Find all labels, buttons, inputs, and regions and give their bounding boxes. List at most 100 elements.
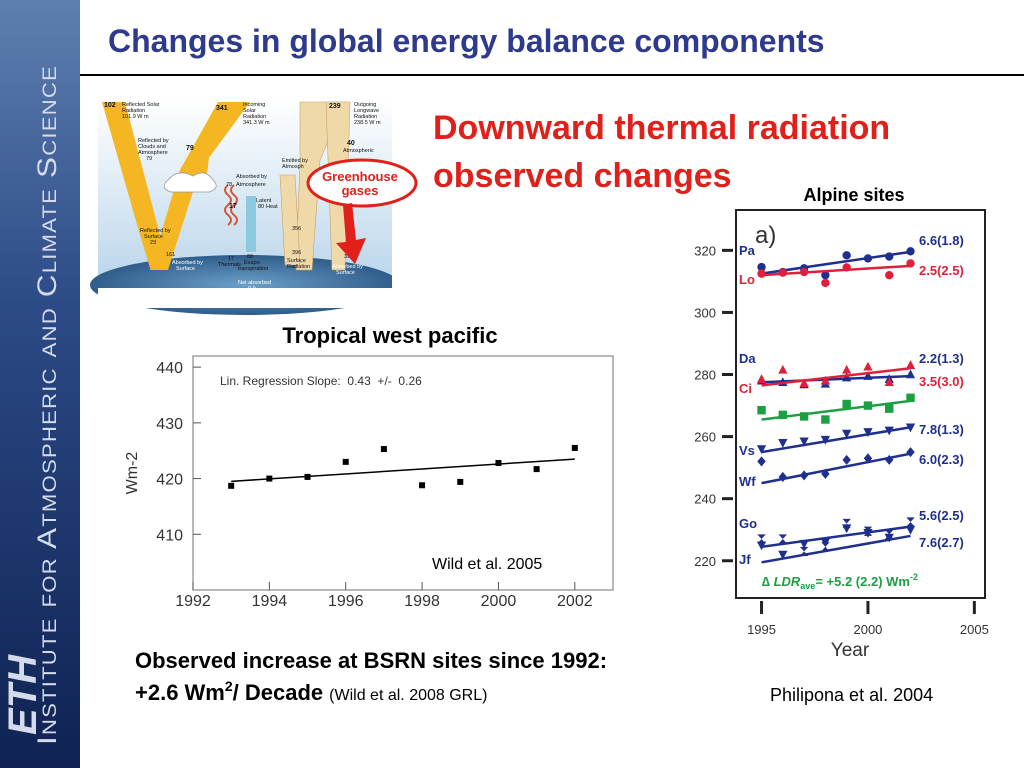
label: 341 [216,105,228,112]
summary-value: +2.6 Wm [135,680,225,705]
point [799,437,809,447]
label: 79 [186,145,194,152]
callout-text: Greenhouse [322,169,398,184]
point [756,374,767,383]
y-tick-label: 220 [694,554,716,569]
point [906,259,915,268]
point [380,446,387,453]
point [863,529,873,538]
point [863,361,873,371]
series-note: 5.6(2.5) [919,508,964,523]
x-tick-label: 2005 [960,622,989,637]
summary-line: Observed increase at BSRN sites since 19… [135,648,607,673]
trend-line [761,426,911,454]
label: Atmosph [282,164,304,170]
sw-arrow [102,102,168,268]
chart-title: Alpine sites [803,185,904,205]
point [906,517,915,527]
x-tick-label: 2002 [557,593,593,610]
label: 341.3 W m [243,120,270,126]
sidebar [0,0,80,768]
trend-line [761,452,911,485]
point [885,454,894,465]
trend-line [761,374,911,384]
label: Radiation [354,114,377,120]
point [820,375,831,385]
point [821,415,830,424]
point [821,270,830,280]
y-tick-label: 300 [694,305,716,320]
label: Surface [336,270,355,276]
point [863,254,873,263]
y-tick-label: 420 [156,472,183,489]
series-name: Jf [739,552,751,567]
label: 238.5 W m [354,120,381,126]
lw-arrow [279,174,301,266]
label: 239 [329,103,341,110]
x-axis-label: Year [831,640,870,661]
x-tick-label: 1995 [747,622,776,637]
energy-diagram: 102 Reflected Solar Radiation 101.9 W m … [90,100,432,315]
point [905,369,916,379]
series-note: 6.6(1.8) [919,233,964,248]
annotation: Lin. Regression Slope: 0.43 +/- 0.26 [220,374,422,388]
label: Radiation [287,264,310,270]
average-label: ∆ LDRave= +5.2 (2.2) Wm-2 [762,572,918,591]
point [863,428,873,437]
x-tick-label: 1998 [404,593,440,610]
point [884,377,894,387]
point [905,360,916,369]
summary-source: (Wild et al. 2008 GRL) [329,687,487,704]
label: 17 [229,203,237,210]
label: Atmosphere [236,182,266,188]
series-name: Pa [739,243,756,258]
label: Surface [176,266,195,272]
point [884,533,894,543]
label: 101.9 W m [122,114,149,120]
label: Outgoing [354,102,376,108]
label: 333 [344,254,353,260]
label: Radiation [243,114,266,120]
label: 80 [258,204,264,210]
label: Absorbed by [332,264,363,270]
average-part: = +5.2 (2.2) Wm [815,574,910,589]
panel-label: a) [755,222,776,249]
x-tick-label: 1996 [328,593,364,610]
point [799,267,809,277]
point [419,482,426,489]
heading-line: Downward thermal radiation [433,109,890,147]
label: Incoming [243,102,265,108]
point [842,364,852,374]
point [757,534,766,544]
series-name: Lo [739,272,755,287]
label: 17 [228,256,234,262]
average-part: ∆ [762,574,774,589]
point [342,458,349,465]
series-name: Da [739,351,756,366]
point [820,435,831,445]
label: Longwave [354,108,379,114]
sw-arrow [150,102,250,270]
label: Absorbed by [172,260,203,266]
cloud [163,172,217,193]
label: Radiation [122,108,145,114]
trend-line [231,458,575,483]
point [757,269,766,278]
label: 23 [150,240,156,246]
label: Reflected by [140,228,171,234]
point [863,371,873,380]
point [842,372,852,382]
label: 79 [146,156,152,162]
point [799,412,809,421]
point [778,364,788,374]
point [799,378,809,387]
point [842,399,851,409]
average-part: -2 [910,572,918,582]
label: Thermals [218,262,241,268]
institute-name: Institute for Atmospheric and Climate Sc… [32,65,62,745]
point [304,473,311,480]
point [821,278,830,288]
label: Atmosphere [138,150,168,156]
point [884,426,894,436]
